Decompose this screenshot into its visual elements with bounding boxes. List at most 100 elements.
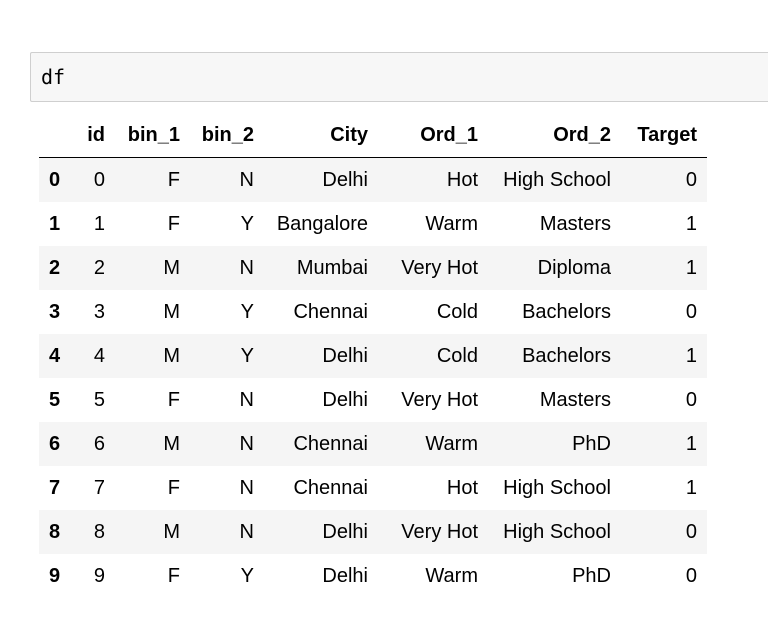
table-cell: 7 bbox=[93, 476, 105, 499]
table-cell: Warm bbox=[425, 564, 478, 587]
code-cell-input[interactable]: df bbox=[30, 52, 768, 102]
table-cell: 0 bbox=[685, 168, 697, 191]
table-cell: M bbox=[163, 432, 180, 455]
column-header: Ord_1 bbox=[378, 114, 488, 158]
row-index: 7 bbox=[49, 476, 61, 499]
table-cell: Delhi bbox=[322, 388, 368, 411]
row-index: 2 bbox=[49, 256, 61, 279]
table-cell: Bachelors bbox=[522, 300, 611, 323]
table-cell: 1 bbox=[93, 212, 105, 235]
table-cell: Bachelors bbox=[522, 344, 611, 367]
table-cell: 3 bbox=[93, 300, 105, 323]
table-row: 3 3 M Y Chennai Cold Bachelors 0 bbox=[39, 290, 707, 334]
table-cell: Chennai bbox=[293, 432, 368, 455]
table-cell: Delhi bbox=[322, 344, 368, 367]
table-cell: 4 bbox=[93, 344, 105, 367]
table-cell: N bbox=[239, 476, 254, 499]
row-index: 0 bbox=[49, 168, 61, 191]
column-header: id bbox=[72, 114, 115, 158]
table-cell: Bangalore bbox=[276, 212, 368, 235]
table-cell: 0 bbox=[93, 168, 105, 191]
table-cell: 6 bbox=[93, 432, 105, 455]
table-row: 5 5 F N Delhi Very Hot Masters 0 bbox=[39, 378, 707, 422]
table-cell: Cold bbox=[436, 300, 478, 323]
table-cell: Very Hot bbox=[401, 388, 478, 411]
row-index: 4 bbox=[49, 344, 61, 367]
table-cell: Y bbox=[240, 212, 254, 235]
table-cell: N bbox=[239, 520, 254, 543]
column-header: Target bbox=[621, 114, 707, 158]
row-index: 9 bbox=[49, 564, 61, 587]
column-header: bin_2 bbox=[190, 114, 264, 158]
table-cell: High School bbox=[503, 520, 611, 543]
table-cell: M bbox=[163, 520, 180, 543]
table-cell: 0 bbox=[685, 520, 697, 543]
table-cell: 2 bbox=[93, 256, 105, 279]
table-row: 9 9 F Y Delhi Warm PhD 0 bbox=[39, 554, 707, 598]
column-header: Ord_2 bbox=[488, 114, 621, 158]
table-cell: Mumbai bbox=[296, 256, 368, 279]
table-cell: 1 bbox=[685, 256, 697, 279]
table-cell: High School bbox=[503, 476, 611, 499]
table-cell: F bbox=[167, 564, 180, 587]
table-cell: Y bbox=[240, 300, 254, 323]
table-cell: High School bbox=[503, 168, 611, 191]
table-cell: Warm bbox=[425, 212, 478, 235]
table-row: 0 0 F N Delhi Hot High School 0 bbox=[39, 157, 707, 202]
table-cell: 1 bbox=[685, 212, 697, 235]
table-cell: Delhi bbox=[322, 520, 368, 543]
table-cell: PhD bbox=[572, 432, 611, 455]
table-cell: Delhi bbox=[322, 168, 368, 191]
table-cell: Cold bbox=[436, 344, 478, 367]
code-text: df bbox=[41, 65, 66, 89]
table-cell: N bbox=[239, 432, 254, 455]
table-cell: PhD bbox=[572, 564, 611, 587]
table-cell: N bbox=[239, 388, 254, 411]
table-cell: Chennai bbox=[293, 476, 368, 499]
column-header bbox=[39, 114, 72, 158]
table-cell: 0 bbox=[685, 564, 697, 587]
table-cell: Hot bbox=[446, 168, 478, 191]
table-cell: Hot bbox=[446, 476, 478, 499]
table-header-row: id bin_1 bin_2 City Ord_1 Ord_2 Target bbox=[39, 114, 707, 158]
table-cell: F bbox=[167, 212, 180, 235]
table-cell: 0 bbox=[685, 388, 697, 411]
table-cell: 1 bbox=[685, 432, 697, 455]
table-cell: 9 bbox=[93, 564, 105, 587]
table-cell: F bbox=[167, 476, 180, 499]
table-cell: 5 bbox=[93, 388, 105, 411]
table-cell: Chennai bbox=[293, 300, 368, 323]
row-index: 1 bbox=[49, 212, 61, 235]
table-cell: Masters bbox=[539, 388, 611, 411]
column-header: bin_1 bbox=[115, 114, 190, 158]
table-cell: Very Hot bbox=[401, 256, 478, 279]
table-cell: M bbox=[163, 344, 180, 367]
table-cell: Warm bbox=[425, 432, 478, 455]
table-cell: 1 bbox=[685, 476, 697, 499]
table-row: 4 4 M Y Delhi Cold Bachelors 1 bbox=[39, 334, 707, 378]
table-cell: Delhi bbox=[322, 564, 368, 587]
table-cell: Masters bbox=[539, 212, 611, 235]
table-row: 7 7 F N Chennai Hot High School 1 bbox=[39, 466, 707, 510]
table-cell: 8 bbox=[93, 520, 105, 543]
table-cell: Y bbox=[240, 564, 254, 587]
table-cell: M bbox=[163, 300, 180, 323]
table-cell: 0 bbox=[685, 300, 697, 323]
table-cell: N bbox=[239, 256, 254, 279]
table-cell: M bbox=[163, 256, 180, 279]
row-index: 3 bbox=[49, 300, 61, 323]
table-cell: N bbox=[239, 168, 254, 191]
dataframe-table: id bin_1 bin_2 City Ord_1 Ord_2 Target 0… bbox=[39, 114, 707, 598]
table-row: 6 6 M N Chennai Warm PhD 1 bbox=[39, 422, 707, 466]
table-cell: F bbox=[167, 168, 180, 191]
table-row: 2 2 M N Mumbai Very Hot Diploma 1 bbox=[39, 246, 707, 290]
row-index: 5 bbox=[49, 388, 61, 411]
table-cell: F bbox=[167, 388, 180, 411]
table-body: 0 0 F N Delhi Hot High School 0 1 1 F Y Bangalore War… bbox=[39, 157, 707, 598]
table-cell: 1 bbox=[685, 344, 697, 367]
row-index: 6 bbox=[49, 432, 61, 455]
column-header: City bbox=[264, 114, 378, 158]
table-cell: Diploma bbox=[537, 256, 611, 279]
row-index: 8 bbox=[49, 520, 61, 543]
table-cell: Very Hot bbox=[401, 520, 478, 543]
